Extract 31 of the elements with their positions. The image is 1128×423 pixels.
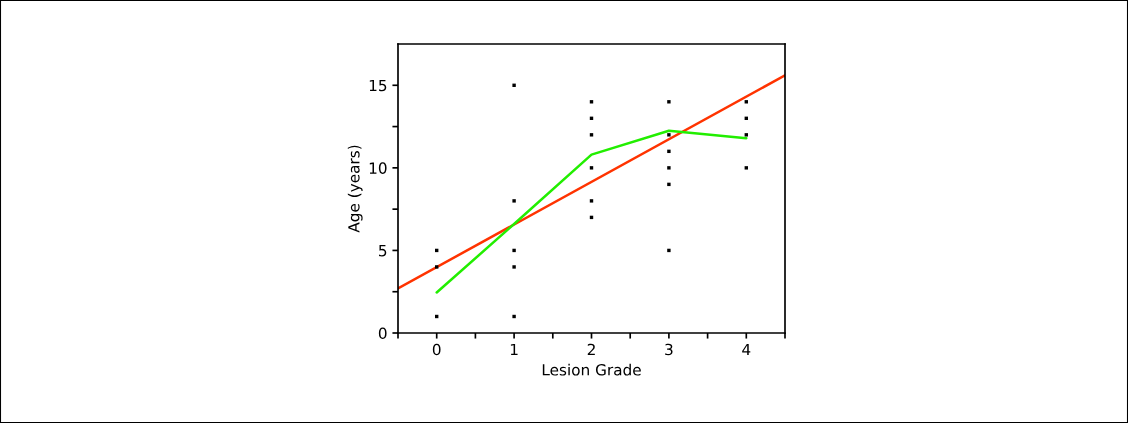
- line-series: [435, 129, 748, 294]
- x-axis-title: Lesion Grade: [542, 363, 641, 376]
- point: [667, 100, 671, 104]
- point: [667, 149, 671, 154]
- point: [744, 133, 748, 137]
- x-tick-label: 2: [587, 343, 595, 356]
- y-tick-label: 15: [369, 79, 387, 92]
- y-tick-label: 0: [378, 327, 387, 340]
- y-tick-label: 5: [379, 245, 387, 257]
- point: [435, 265, 439, 269]
- point: [744, 166, 748, 170]
- point: [667, 248, 671, 253]
- point: [589, 100, 594, 104]
- x-tick-label: 0: [432, 343, 441, 356]
- y-tick-label: 10: [369, 162, 387, 174]
- point: [589, 166, 594, 170]
- point: [512, 199, 516, 203]
- point: [512, 314, 516, 319]
- point: [512, 83, 516, 87]
- x-tick-label: 3: [665, 343, 673, 356]
- point: [512, 265, 516, 269]
- point: [667, 182, 671, 187]
- x-tick-label: 4: [742, 343, 751, 356]
- point: [589, 133, 594, 137]
- x-tick-label: 1: [510, 343, 518, 356]
- point: [512, 248, 516, 253]
- point: [667, 133, 671, 137]
- point: [667, 166, 671, 170]
- point: [744, 100, 748, 104]
- point: [589, 199, 594, 203]
- y-axis-title: Age (years): [347, 145, 363, 233]
